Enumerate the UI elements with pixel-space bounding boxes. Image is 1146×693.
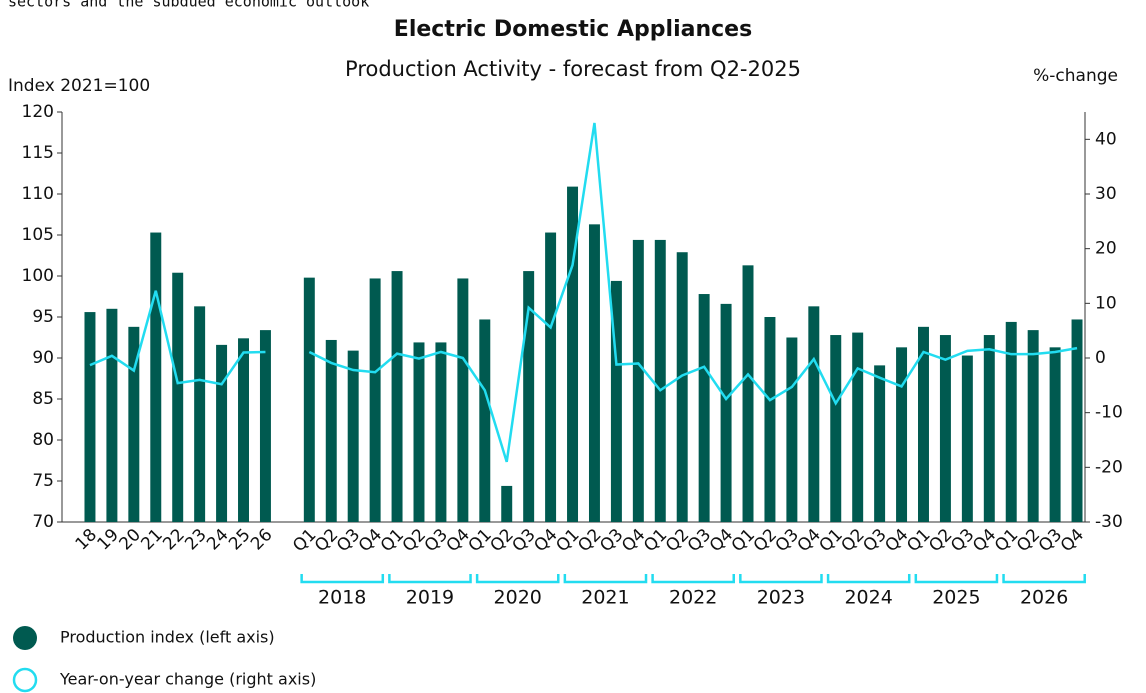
bar xyxy=(194,306,206,522)
group-label: 2020 xyxy=(494,587,542,609)
bar xyxy=(369,278,381,522)
y-axis-label: Index 2021=100 xyxy=(8,76,150,96)
group-label: 2024 xyxy=(844,587,892,609)
bar xyxy=(654,239,666,523)
bar xyxy=(1005,321,1017,522)
y2-tick-label: -10 xyxy=(1095,403,1123,423)
group-label: 2026 xyxy=(1020,587,1068,609)
group-bracket xyxy=(651,574,736,584)
legend-marker xyxy=(13,626,37,650)
bar xyxy=(786,337,798,522)
x-tick-label: 26 xyxy=(247,525,276,554)
bar xyxy=(347,350,359,522)
x-tick-label: Q4 xyxy=(1057,525,1088,556)
bar xyxy=(128,326,140,522)
y-tick-label: 85 xyxy=(32,389,54,409)
bar xyxy=(150,232,162,523)
group-bracket xyxy=(739,574,823,584)
bar xyxy=(610,280,622,522)
group-label: 2023 xyxy=(757,587,805,609)
bar xyxy=(742,265,754,522)
bar xyxy=(238,338,249,522)
y-tick-label: 100 xyxy=(22,266,54,286)
bar xyxy=(808,306,820,522)
bar xyxy=(830,335,842,522)
bar xyxy=(961,355,973,522)
bar xyxy=(874,365,886,522)
y2-tick-label: 0 xyxy=(1095,348,1106,368)
group-bracket xyxy=(563,574,648,584)
group-label: 2021 xyxy=(581,587,629,609)
bar xyxy=(501,485,513,522)
bar xyxy=(84,312,96,522)
line xyxy=(308,122,1078,463)
y-tick-label: 80 xyxy=(32,430,54,450)
group-label: 2019 xyxy=(406,587,454,609)
bar xyxy=(1049,347,1061,522)
chart-subtitle: Production Activity - forecast from Q2-2… xyxy=(345,57,801,81)
group-bracket xyxy=(826,574,911,584)
line xyxy=(89,290,266,386)
group-bracket xyxy=(300,574,385,584)
bar xyxy=(523,271,535,522)
bar xyxy=(567,186,579,522)
bar xyxy=(1027,330,1039,522)
bar xyxy=(983,335,995,522)
bar xyxy=(413,342,425,522)
bar xyxy=(852,332,864,522)
bar xyxy=(303,277,315,522)
bar xyxy=(545,232,557,523)
bar xyxy=(896,347,908,522)
y-tick-label: 95 xyxy=(32,307,54,327)
header-fragment: sectors and the subdued economic outlook xyxy=(8,0,369,11)
y2-axis-label: %-change xyxy=(1033,66,1118,86)
chart-title: Electric Domestic Appliances xyxy=(394,17,752,42)
bar xyxy=(676,252,688,522)
bar xyxy=(588,224,600,522)
group-label: 2018 xyxy=(318,587,366,609)
y-tick-label: 70 xyxy=(32,512,54,532)
y2-tick-label: 10 xyxy=(1095,293,1117,313)
y2-tick-label: -20 xyxy=(1095,457,1123,477)
y-tick-label: 110 xyxy=(22,184,54,204)
bar xyxy=(216,344,228,522)
legend-label: Production index (left axis) xyxy=(60,628,275,647)
y-tick-label: 120 xyxy=(22,102,54,122)
bar xyxy=(457,278,469,522)
bar xyxy=(632,239,644,523)
group-label: 2022 xyxy=(669,587,717,609)
legend-marker xyxy=(12,667,38,693)
bar xyxy=(325,339,337,522)
bar xyxy=(939,335,951,522)
bar xyxy=(172,272,184,522)
bar xyxy=(698,294,710,522)
bar xyxy=(435,342,447,522)
bar xyxy=(1071,319,1083,522)
y-tick-label: 75 xyxy=(32,471,54,491)
y2-tick-label: -30 xyxy=(1095,512,1123,532)
bar xyxy=(391,271,403,522)
bar xyxy=(479,319,491,522)
group-label: 2025 xyxy=(932,587,980,609)
y-tick-label: 115 xyxy=(22,143,54,163)
bar xyxy=(764,317,776,522)
y2-tick-label: 20 xyxy=(1095,239,1117,259)
bar xyxy=(106,308,118,522)
group-bracket xyxy=(914,574,999,584)
y2-tick-label: 40 xyxy=(1095,129,1117,149)
group-bracket xyxy=(475,574,560,584)
group-bracket xyxy=(1002,574,1086,584)
bar xyxy=(259,330,271,522)
bar xyxy=(720,303,732,522)
y-tick-label: 90 xyxy=(32,348,54,368)
legend-label: Year-on-year change (right axis) xyxy=(59,670,316,689)
bar xyxy=(918,326,929,522)
y-tick-label: 105 xyxy=(22,225,54,245)
y2-tick-label: 30 xyxy=(1095,184,1117,204)
group-bracket xyxy=(388,574,472,584)
